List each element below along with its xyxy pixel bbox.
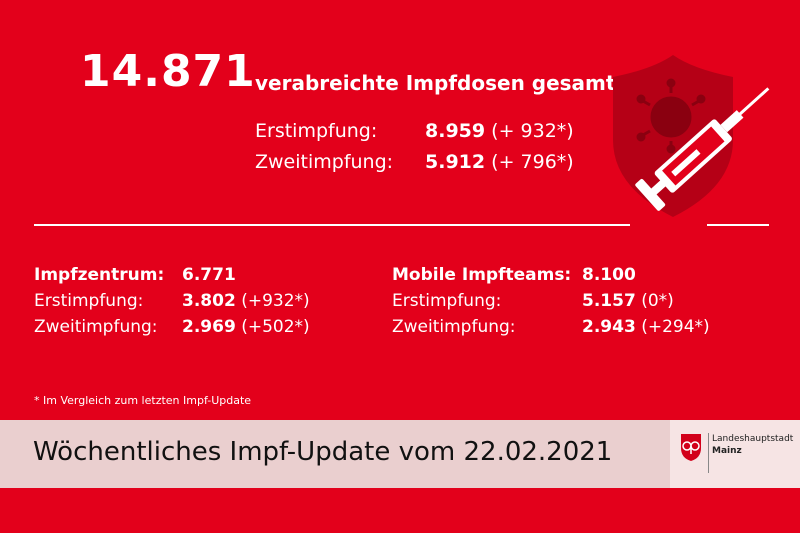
impfzentrum-second-delta: (+502*) [241,317,310,337]
syringe-icon [635,87,770,211]
impfzentrum-first-label: Erstimpfung: [34,291,144,311]
impfzentrum-title: Impfzentrum: [34,265,165,285]
divider-line-left [34,224,630,226]
top-second-dose-value: 5.912 (+ 796*) [425,151,574,173]
top-second-dose-row: Zweitimpfung: 5.912 (+ 796*) [0,151,800,177]
mobile-first-label: Erstimpfung: [392,291,502,311]
total-doses-number: 14.871 [80,46,256,97]
vaccine-shield-icon [613,55,770,217]
mobile-second-value: 2.943 (+294*) [582,317,710,337]
divider-line-right [707,224,769,226]
logo-divider [708,433,709,473]
impfzentrum-second-number: 2.969 [182,317,236,337]
top-second-dose-delta: (+ 796*) [491,151,574,173]
city-logo-line1: Landeshauptstadt [712,434,794,444]
impfzentrum-total: 6.771 [182,265,236,285]
top-first-dose-delta: (+ 932*) [491,120,574,142]
top-second-dose-label: Zweitimpfung: [255,151,394,173]
footer-bar [0,420,800,488]
mobile-second-delta: (+294*) [641,317,710,337]
mobile-first-value: 5.157 (0*) [582,291,674,311]
footnote: * Im Vergleich zum letzten Impf-Update [34,394,252,407]
footer-title: Wöchentliches Impf-Update vom 22.02.2021 [33,437,613,467]
mainz-coat-of-arms-icon [681,434,701,461]
mobile-second-label: Zweitimpfung: [392,317,516,337]
city-logo-line2: Mainz [712,446,742,456]
impfzentrum-first-number: 3.802 [182,291,236,311]
top-first-dose-label: Erstimpfung: [255,120,378,142]
impfzentrum-first-delta: (+932*) [241,291,310,311]
mobile-first-delta: (0*) [641,291,674,311]
top-first-dose-row: Erstimpfung: 8.959 (+ 932*) [0,120,800,146]
mobile-first-number: 5.157 [582,291,636,311]
impfzentrum-second-value: 2.969 (+502*) [182,317,310,337]
total-doses-label: verabreichte Impfdosen gesamt [255,71,616,95]
top-first-dose-number: 8.959 [425,120,486,142]
mobile-second-number: 2.943 [582,317,636,337]
top-second-dose-number: 5.912 [425,151,486,173]
mobile-title: Mobile Impfteams: [392,265,572,285]
top-first-dose-value: 8.959 (+ 932*) [425,120,574,142]
mobile-total: 8.100 [582,265,636,285]
impfzentrum-second-label: Zweitimpfung: [34,317,158,337]
impfzentrum-first-value: 3.802 (+932*) [182,291,310,311]
city-logo-text: Landeshauptstadt Mainz [712,433,793,457]
virus-icon [636,78,706,154]
